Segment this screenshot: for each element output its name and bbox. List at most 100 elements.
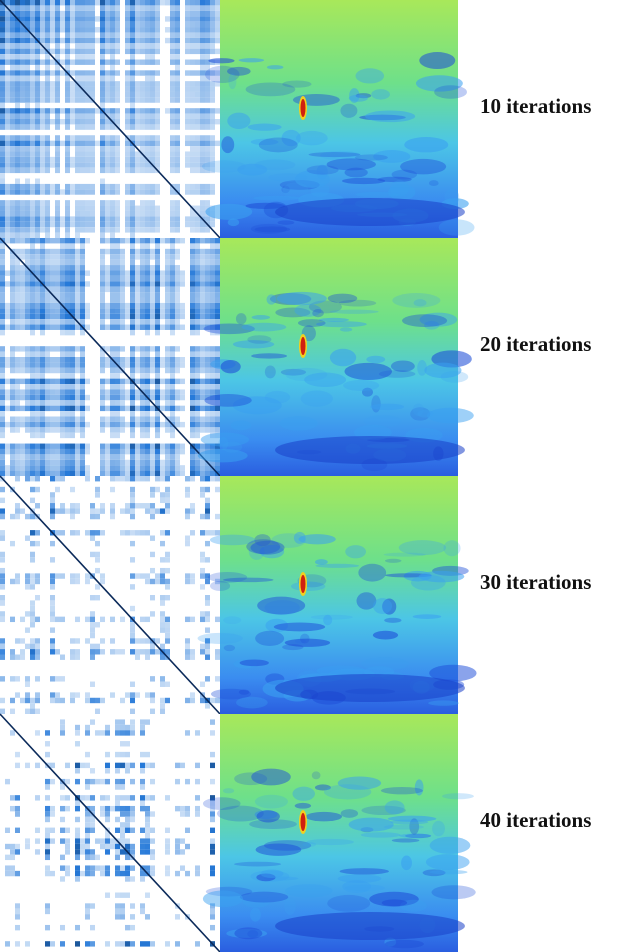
matrix-cell xyxy=(5,27,10,32)
matrix-cell xyxy=(10,417,15,422)
matrix-cell xyxy=(150,379,155,384)
matrix-cell xyxy=(75,325,80,330)
matrix-cell xyxy=(145,417,150,422)
matrix-cell xyxy=(120,254,125,259)
matrix-cell xyxy=(140,11,145,16)
matrix-cell xyxy=(215,281,220,286)
matrix-cell xyxy=(115,784,120,789)
matrix-cell xyxy=(190,400,195,405)
matrix-cell xyxy=(210,411,215,416)
matrix-cell xyxy=(200,5,205,10)
matrix-cell xyxy=(65,22,70,27)
matrix-cell xyxy=(15,384,20,389)
matrix-cell xyxy=(140,92,145,97)
matrix-cell xyxy=(80,211,85,216)
matrix-cell xyxy=(100,157,105,162)
matrix-cell xyxy=(30,206,35,211)
matrix-cell xyxy=(45,60,50,65)
matrix-cell xyxy=(155,49,160,54)
matrix-cell xyxy=(105,146,110,151)
matrix-cell xyxy=(80,32,85,37)
matrix-cell xyxy=(80,108,85,113)
matrix-cell xyxy=(60,817,65,822)
heatmap-blob xyxy=(340,104,357,118)
matrix-cell xyxy=(190,22,195,27)
matrix-cell xyxy=(65,87,70,92)
matrix-cell xyxy=(130,779,135,784)
matrix-cell xyxy=(115,379,120,384)
matrix-cell xyxy=(10,135,15,140)
matrix-cell xyxy=(20,5,25,10)
matrix-cell xyxy=(110,270,115,275)
matrix-cell xyxy=(30,389,35,394)
matrix-cell xyxy=(70,119,75,124)
matrix-cell xyxy=(135,189,140,194)
matrix-cell xyxy=(170,379,175,384)
matrix-cell xyxy=(150,135,155,140)
matrix-cell xyxy=(200,81,205,86)
matrix-cell xyxy=(75,379,80,384)
matrix-cell xyxy=(40,298,45,303)
matrix-cell xyxy=(155,189,160,194)
matrix-cell xyxy=(0,638,5,643)
matrix-cell xyxy=(105,844,110,849)
matrix-cell xyxy=(65,417,70,422)
matrix-cell xyxy=(115,0,120,5)
matrix-cell xyxy=(180,281,185,286)
matrix-cell xyxy=(125,811,130,816)
matrix-cell xyxy=(145,265,150,270)
matrix-cell xyxy=(195,108,200,113)
matrix-cell xyxy=(185,87,190,92)
matrix-cell xyxy=(155,573,160,578)
matrix-cell xyxy=(30,308,35,313)
matrix-cell xyxy=(205,265,210,270)
matrix-cell xyxy=(90,206,95,211)
matrix-cell xyxy=(145,579,150,584)
matrix-cell xyxy=(80,308,85,313)
matrix-cell xyxy=(40,325,45,330)
matrix-cell xyxy=(115,395,120,400)
matrix-cell xyxy=(115,162,120,167)
matrix-cell xyxy=(90,682,95,687)
matrix-cell xyxy=(170,124,175,129)
matrix-cell xyxy=(75,11,80,16)
matrix-cell xyxy=(170,411,175,416)
matrix-cell xyxy=(165,406,170,411)
matrix-cell xyxy=(130,81,135,86)
matrix-cell xyxy=(75,216,80,221)
matrix-cell xyxy=(100,216,105,221)
matrix-cell xyxy=(80,189,85,194)
matrix-cell xyxy=(210,865,215,870)
matrix-cell xyxy=(145,141,150,146)
matrix-cell xyxy=(30,16,35,21)
matrix-cell xyxy=(65,303,70,308)
matrix-cell xyxy=(190,0,195,5)
matrix-cell xyxy=(115,433,120,438)
matrix-cell xyxy=(215,16,220,21)
matrix-cell xyxy=(130,243,135,248)
matrix-cell xyxy=(85,227,90,232)
matrix-cell xyxy=(35,314,40,319)
matrix-cell xyxy=(0,508,5,513)
matrix-cell xyxy=(120,725,125,730)
matrix-cell xyxy=(135,573,140,578)
matrix-cell xyxy=(85,76,90,81)
matrix-cell xyxy=(45,400,50,405)
matrix-cell xyxy=(85,471,90,476)
matrix-cell xyxy=(170,108,175,113)
matrix-cell xyxy=(85,476,90,481)
matrix-cell xyxy=(70,503,75,508)
matrix-cell xyxy=(45,222,50,227)
matrix-cell xyxy=(135,238,140,243)
matrix-cell xyxy=(50,941,55,946)
matrix-cell xyxy=(90,92,95,97)
matrix-cell xyxy=(190,5,195,10)
matrix-cell xyxy=(165,38,170,43)
matrix-cell xyxy=(145,389,150,394)
matrix-cell xyxy=(210,189,215,194)
matrix-cell xyxy=(90,649,95,654)
matrix-cell xyxy=(200,568,205,573)
matrix-cell xyxy=(110,32,115,37)
matrix-cell xyxy=(105,119,110,124)
matrix-cell xyxy=(45,449,50,454)
